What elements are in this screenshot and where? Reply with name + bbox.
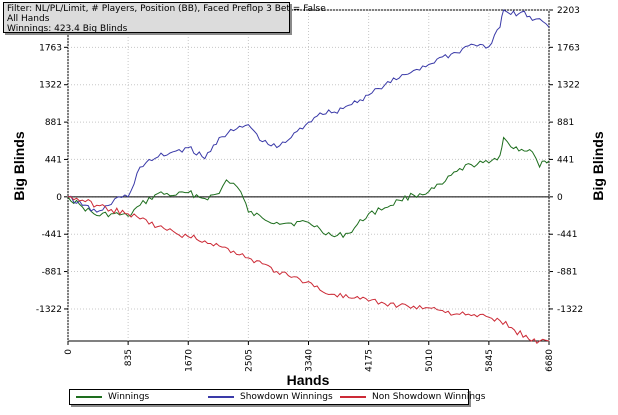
filter-info-box: Filter: NL/PL/Limit, # Players, Position… [3,2,326,34]
y-axis-title-right: Big Blinds [590,131,606,201]
x-tick-label: 2505 [244,349,254,372]
legend-swatch-non-showdown [340,396,366,398]
y-tick-label-right: 1763 [557,43,580,53]
filter-text: Filter: NL/PL/Limit, # Players, Position… [7,4,326,14]
legend-swatch-winnings [76,396,102,398]
x-tick-label: 835 [124,349,134,366]
y-tick-label-right: -441 [557,230,577,240]
y-tick-label-left: 881 [45,118,62,128]
winnings-summary: Winnings: 423.4 Big Blinds [7,24,128,34]
y-tick-label-right: 881 [557,118,574,128]
y-tick-label-left: -441 [42,230,62,240]
y-tick-label-right: 0 [557,193,563,203]
y-tick-label-right: -881 [557,268,577,278]
series-line-non-showdown-winnings [67,196,550,345]
legend-item-non-showdown: Non Showdown Winnings [340,392,485,402]
y-tick-label-right: 1322 [557,81,580,91]
x-tick-label: 6680 [545,349,555,372]
legend-label-showdown: Showdown Winnings [240,392,333,402]
x-tick-label: 5845 [485,349,495,372]
chart-legend: Winnings Showdown Winnings Non Showdown … [69,389,485,405]
legend-swatch-showdown [208,396,234,398]
y-tick-label-left: 0 [56,193,62,203]
x-tick-label: 4175 [365,349,375,372]
y-tick-label-left: 1322 [39,81,62,91]
x-tick-label: 5010 [425,349,435,372]
y-tick-label-left: -881 [42,268,62,278]
legend-item-showdown: Showdown Winnings [208,392,333,402]
y-tick-label-right: -1322 [557,305,583,315]
legend-label-non-showdown: Non Showdown Winnings [372,392,486,402]
x-axis-title: Hands [286,372,330,388]
y-tick-label-left: 1763 [39,43,62,53]
x-tick-label: 3340 [305,349,315,372]
x-tick-label: 0 [64,349,74,355]
y-axis-title-left: Big Blinds [11,131,27,201]
y-tick-label-right: 2203 [557,6,580,16]
x-tick-label: 1670 [184,349,194,372]
series-line-winnings [67,136,550,239]
series-line-showdown-winnings [67,9,550,213]
hands-scope-text: All Hands [7,14,50,24]
y-tick-label-left: -1322 [36,305,62,315]
y-tick-label-right: 441 [557,155,574,165]
y-tick-label-left: 441 [45,155,62,165]
legend-label-winnings: Winnings [108,392,150,402]
legend-item-winnings: Winnings [76,392,149,402]
